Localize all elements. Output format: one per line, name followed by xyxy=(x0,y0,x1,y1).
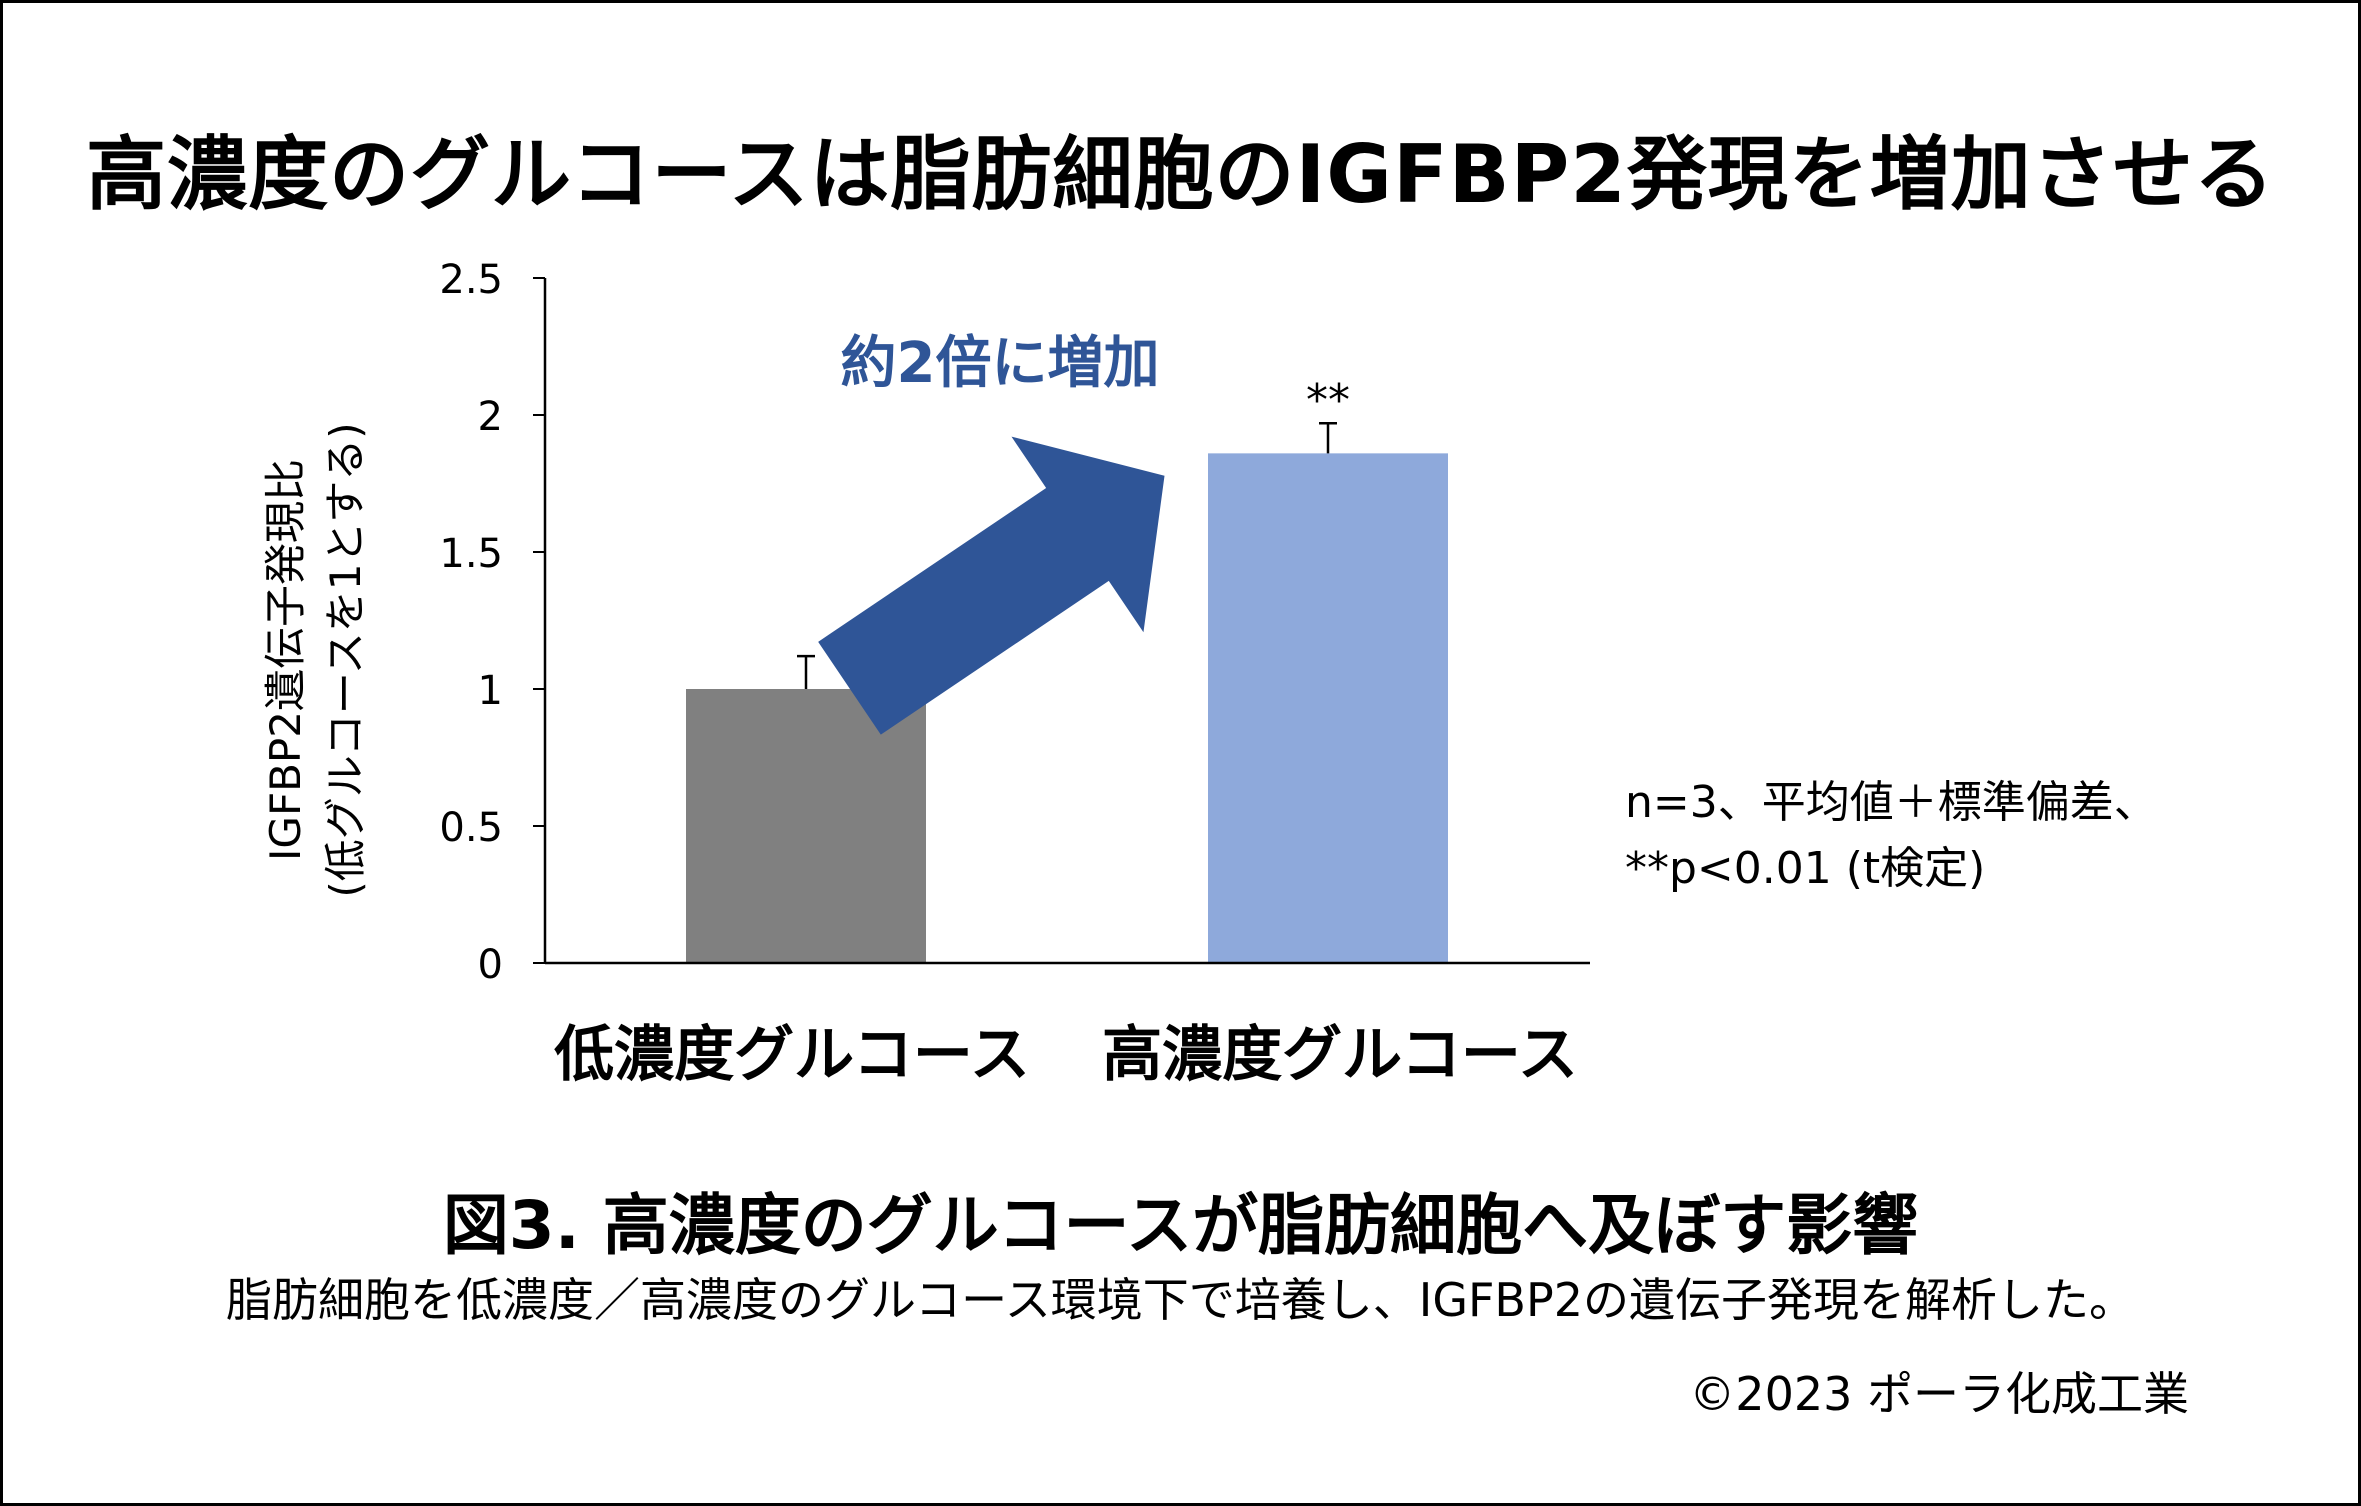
increase-arrow xyxy=(818,436,1165,735)
y-axis-ticks: 0 0.5 1 1.5 2 2.5 xyxy=(439,257,545,988)
y-tick-label: 0.5 xyxy=(439,805,503,851)
x-axis-labels: 低濃度グルコース 高濃度グルコース xyxy=(554,1020,1578,1090)
bars: ** xyxy=(686,375,1448,963)
statistics-note-line1: n=3、平均値＋標準偏差、 xyxy=(1625,777,2158,828)
copyright: ©2023 ポーラ化成工業 xyxy=(1689,1367,2189,1421)
y-tick-label: 1 xyxy=(478,668,503,714)
bar xyxy=(686,689,926,963)
main-title: 高濃度のグルコースは脂肪細胞のIGFBP2発現を増加させる xyxy=(86,128,2275,221)
y-axis-label-line2: (低グルコースを1とする) xyxy=(321,422,370,897)
statistics-note: n=3、平均値＋標準偏差、 **p<0.01 (t検定) xyxy=(1625,770,2158,902)
figure-caption: 脂肪細胞を低濃度／高濃度のグルコース環境下で培養し、IGFBP2の遺伝子発現を解… xyxy=(225,1273,2135,1327)
x-category-label: 低濃度グルコース xyxy=(554,1020,1030,1090)
y-axis-label: IGFBP2遺伝子発現比 (低グルコースを1とする) xyxy=(261,422,370,897)
arrow-shape xyxy=(818,436,1165,735)
statistics-note-line2: **p<0.01 (t検定) xyxy=(1625,843,1986,894)
increase-annotation: 約2倍に増加 xyxy=(841,331,1160,396)
figure-title: 図3. 高濃度のグルコースが脂肪細胞へ及ぼす影響 xyxy=(442,1187,1919,1264)
bar xyxy=(1208,453,1448,963)
axes xyxy=(543,278,1590,965)
y-axis-label-line1: IGFBP2遺伝子発現比 xyxy=(261,459,310,861)
y-tick-label: 2 xyxy=(478,394,503,440)
x-category-label: 高濃度グルコース xyxy=(1102,1020,1578,1090)
significance-mark: ** xyxy=(1306,375,1350,426)
y-tick-label: 2.5 xyxy=(439,257,503,303)
y-tick-label: 1.5 xyxy=(439,531,503,577)
y-tick-label: 0 xyxy=(478,942,503,988)
